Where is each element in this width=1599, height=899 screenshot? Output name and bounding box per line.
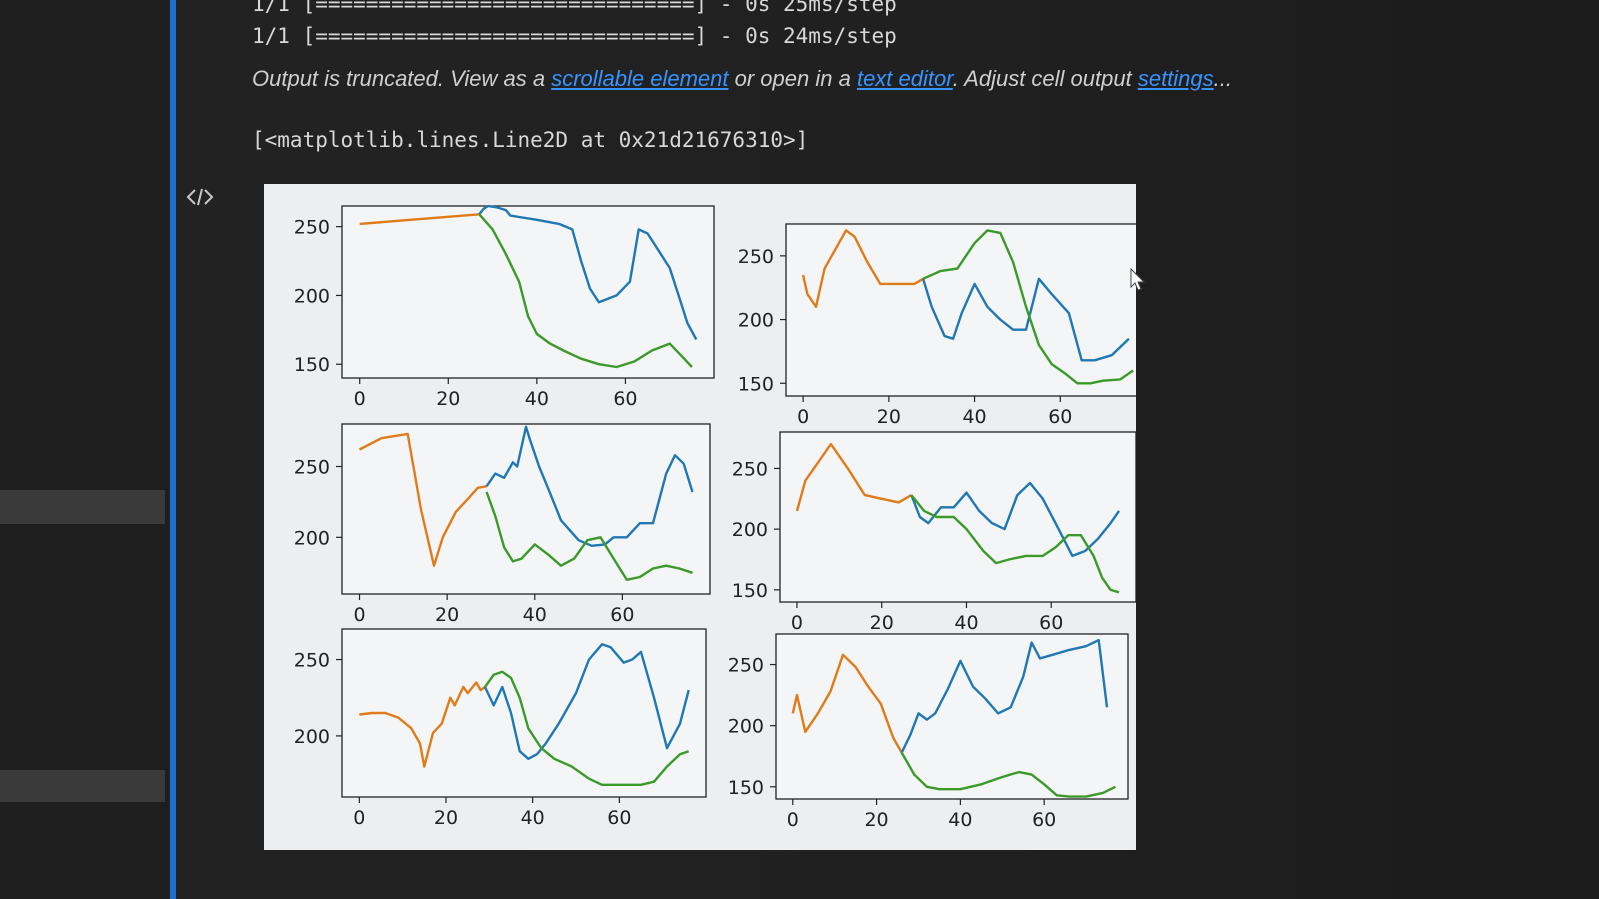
subplot-3: 0 20 40 60 200 250 [294,423,711,626]
series-line-green [478,213,693,369]
x-tick-label: 0 [354,388,366,410]
x-tick-label: 0 [353,807,365,829]
truncated-text: . Adjust cell output [952,66,1138,91]
truncated-text: or open in a [728,66,857,91]
x-tick-label: 20 [870,612,894,634]
y-tick-label: 250 [732,458,768,480]
y-tick-label: 200 [738,310,774,332]
x-tick-label: 60 [613,388,637,410]
series-line-orange [795,442,912,512]
y-tick-label: 150 [728,777,764,799]
series-line-green [485,491,693,581]
series-line-blue [921,277,1130,362]
y-tick-label: 150 [294,354,330,376]
code-brackets-icon[interactable] [186,186,214,208]
x-tick-label: 60 [1039,612,1063,634]
y-tick-label: 150 [732,580,768,602]
axes-frame [779,431,1136,603]
y-tick-label: 200 [294,527,330,549]
axes-frame [341,423,711,595]
x-tick-label: 60 [1048,406,1072,428]
axes-frame [775,633,1129,800]
left-gutter [0,0,168,899]
y-tick-label: 250 [728,655,764,677]
x-tick-label: 20 [436,388,460,410]
series-line-blue [483,643,690,760]
y-tick-label: 200 [732,519,768,541]
y-tick-label: 250 [294,217,330,239]
series-line-orange [359,681,486,768]
x-tick-label: 60 [610,604,634,626]
y-tick-label: 250 [294,650,330,672]
x-tick-label: 40 [521,807,545,829]
x-tick-label: 40 [948,809,972,831]
series-line-green [484,670,690,786]
series-line-green [900,752,1116,798]
series-line-orange [358,432,487,567]
matplotlib-figure: 0 20 40 60 150 200 250 0 20 40 60 150 200 250 0 20 40 60 2… [264,184,1136,850]
x-tick-label: 60 [1032,809,1056,831]
x-tick-label: 40 [525,388,549,410]
subplot-6: 0 20 40 60 150 200 250 [728,633,1129,831]
y-tick-label: 200 [294,726,330,748]
series-line-blue [910,481,1120,558]
truncated-text: Output is truncated. View as a [252,66,552,91]
mouse-pointer-icon [1130,267,1146,292]
x-tick-label: 0 [797,406,809,428]
x-tick-label: 20 [435,604,459,626]
subplot-2: 0 20 40 60 150 200 250 [738,223,1136,428]
gutter-highlight-band [0,770,165,802]
series-line-blue [478,204,698,341]
series-line-orange [801,229,924,309]
x-tick-label: 20 [877,406,901,428]
series-line-green [922,229,1134,385]
y-tick-label: 200 [728,716,764,738]
subplot-5: 0 20 40 60 200 250 [294,628,707,829]
x-tick-label: 20 [864,809,888,831]
scrollable-element-link[interactable]: scrollable element [551,66,729,91]
x-tick-label: 40 [962,406,986,428]
output-truncated-message: Output is truncated. View as a scrollabl… [252,66,1232,92]
x-tick-label: 20 [434,807,458,829]
gutter-highlight-band [0,490,165,524]
cell-selection-bar[interactable] [170,0,176,899]
x-tick-label: 40 [523,604,547,626]
settings-link[interactable]: settings [1137,66,1214,91]
x-tick-label: 0 [787,809,799,831]
y-tick-label: 200 [294,285,330,307]
series-line-orange [359,213,480,226]
series-line-blue [900,638,1109,754]
x-tick-label: 40 [954,612,978,634]
series-line-blue [485,425,694,547]
subplot-4: 0 20 40 60 150 200 250 [732,431,1136,634]
y-tick-label: 150 [738,373,774,395]
series-line-green [910,494,1120,594]
x-tick-label: 0 [791,612,803,634]
axes-frame [785,223,1136,397]
log-line: 1/1 [==============================] - 0… [252,0,897,16]
log-line: 1/1 [==============================] - 0… [252,24,897,48]
y-tick-label: 250 [738,246,774,268]
subplot-1: 0 20 40 60 150 200 250 [294,204,715,410]
text-editor-link[interactable]: text editor [856,66,953,91]
x-tick-label: 60 [607,807,631,829]
y-tick-label: 250 [294,457,330,479]
x-tick-label: 0 [353,604,365,626]
series-line-orange [791,653,903,754]
truncated-text: ... [1213,66,1232,91]
line2d-repr-output: [<matplotlib.lines.Line2D at 0x21d216763… [252,128,809,152]
axes-frame [341,205,715,379]
